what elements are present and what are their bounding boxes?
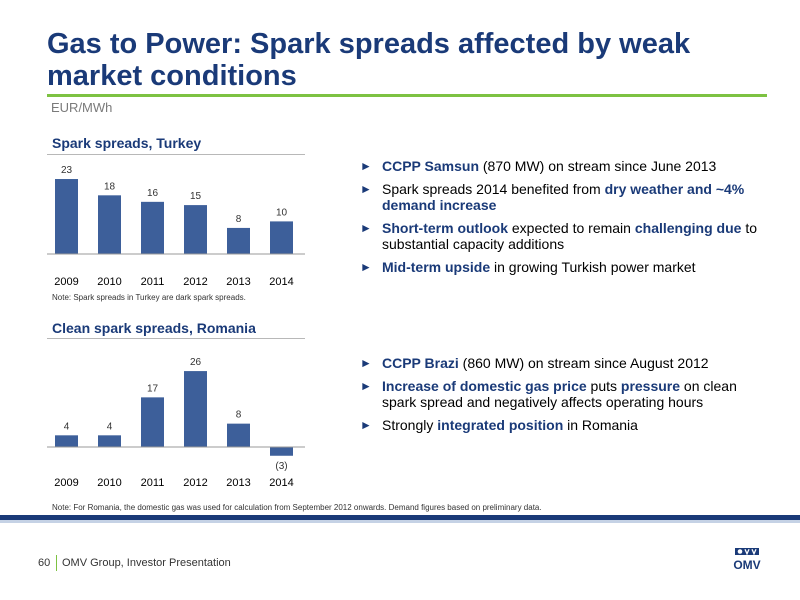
footer-separator: [56, 555, 57, 571]
bullet-text: on clean spark spread and negatively aff…: [382, 378, 737, 410]
data-label: 8: [236, 214, 242, 225]
chart-bar: [184, 371, 207, 447]
unit-label: EUR/MWh: [51, 100, 113, 115]
page-number: 60: [38, 557, 51, 569]
chart-title-romania: Clean spark spreads, Romania: [52, 320, 256, 336]
logo-text: OMV: [733, 558, 760, 572]
bullet-arrow-icon: ►: [360, 379, 372, 393]
bullet-emphasis: CCPP Samsun: [382, 158, 479, 174]
chart-bar: [227, 227, 250, 254]
bullet-emphasis: challenging due: [634, 220, 742, 236]
category-label: 2014: [269, 276, 293, 288]
bullet-list-turkey: ► CCPP Samsun (870 MW) on stream since Ju…: [360, 158, 760, 282]
bullet-text: in growing Turkish power market: [490, 259, 696, 275]
bullet-emphasis: Increase of domestic gas price: [382, 378, 587, 394]
category-label: 2013: [226, 276, 250, 288]
bullet-text: expected to remain: [508, 220, 635, 236]
chart-bar: [184, 205, 207, 254]
category-label: 2011: [141, 276, 165, 288]
chart-title-turkey: Spark spreads, Turkey: [52, 135, 202, 151]
data-label: 18: [104, 181, 116, 192]
category-label: 2014: [269, 477, 293, 489]
data-label: 26: [190, 357, 202, 368]
bullet-item: ► Strongly integrated position in Romania: [360, 417, 760, 433]
bullet-emphasis: dry weather and ~4% demand increase: [382, 181, 745, 213]
bullet-item: ► Spark spreads 2014 benefited from dry w…: [360, 181, 760, 213]
chart-note-turkey: Note: Spark spreads in Turkey are dark s…: [52, 293, 246, 302]
category-label: 2009: [54, 477, 78, 489]
chart-bar: [270, 447, 293, 456]
data-label: 4: [107, 421, 113, 432]
category-label: 2010: [97, 276, 121, 288]
data-label: 23: [61, 165, 73, 176]
chart-bar: [141, 201, 164, 254]
bullet-emphasis: integrated position: [437, 417, 564, 433]
data-label: 8: [236, 410, 242, 421]
chart-bar: [227, 423, 250, 447]
category-label: 2011: [141, 477, 165, 489]
bullet-arrow-icon: ►: [360, 221, 372, 235]
chart-bar: [270, 221, 293, 254]
bullet-text: Spark spreads 2014 benefited from: [382, 181, 605, 197]
bullet-arrow-icon: ►: [360, 418, 372, 432]
data-label: 10: [276, 207, 288, 218]
omv-logo: OMV: [733, 548, 761, 572]
chart-bar: [141, 397, 164, 447]
chart-note-romania: Note: For Romania, the domestic gas was …: [52, 503, 542, 512]
data-label: (3): [275, 461, 287, 472]
data-label: 17: [147, 383, 159, 394]
data-label: 4: [64, 421, 70, 432]
bullet-emphasis: pressure: [620, 378, 681, 394]
bullet-emphasis: CCPP Brazi: [382, 355, 459, 371]
bullet-emphasis: Mid-term upside: [382, 259, 491, 275]
chart-title-rule: [47, 154, 305, 155]
title-underline: [47, 94, 767, 97]
bullet-text: puts: [586, 378, 621, 394]
chart-romania: 4 2009 4 2010 17 2011 26 2012 8 2013 (3) 2014: [47, 357, 305, 489]
chart-bar: [98, 195, 121, 254]
category-label: 2012: [183, 276, 207, 288]
category-label: 2010: [97, 477, 121, 489]
category-label: 2009: [54, 276, 78, 288]
data-label: 16: [147, 188, 159, 199]
page-title: Gas to Power: Spark spreads affected by …: [47, 28, 691, 92]
bullet-arrow-icon: ►: [360, 159, 372, 173]
bullet-item: ► CCPP Brazi (860 MW) on stream since Aug…: [360, 355, 760, 371]
bullet-text: Strongly: [382, 417, 438, 433]
bullet-text: (870 MW) on stream since June 2013: [479, 158, 717, 174]
bullet-item: ► Short-term outlook expected to remain c…: [360, 220, 760, 252]
bullet-text: (860 MW) on stream since August 2012: [458, 355, 709, 371]
bullet-text: to substantial capacity additions: [382, 220, 758, 252]
bullet-list-romania: ► CCPP Brazi (860 MW) on stream since Aug…: [360, 355, 760, 440]
chart-turkey: 23 2009 18 2010 16 2011 15 2012 8 2013 10 2014: [47, 165, 305, 288]
chart-bar: [55, 435, 78, 447]
chart-title-rule: [47, 338, 305, 339]
footer-bar: [0, 515, 800, 520]
bullet-arrow-icon: ►: [360, 356, 372, 370]
bullet-item: ► Mid-term upside in growing Turkish powe…: [360, 259, 760, 275]
bullet-arrow-icon: ►: [360, 182, 372, 196]
chart-bar: [55, 179, 78, 254]
bullet-item: ► Increase of domestic gas price puts pre…: [360, 378, 760, 410]
category-label: 2012: [183, 477, 207, 489]
bullet-text: in Romania: [563, 417, 638, 433]
category-label: 2013: [226, 477, 250, 489]
data-label: 15: [190, 191, 202, 202]
footer-text: OMV Group, Investor Presentation: [62, 557, 231, 569]
bullet-item: ► CCPP Samsun (870 MW) on stream since Ju…: [360, 158, 760, 174]
bullet-arrow-icon: ►: [360, 260, 372, 274]
bullet-emphasis: Short-term outlook: [382, 220, 508, 236]
chart-bar: [98, 435, 121, 447]
footer-bar-light: [0, 520, 800, 523]
